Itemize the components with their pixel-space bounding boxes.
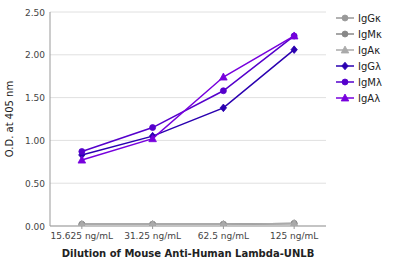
data-point (149, 220, 157, 226)
data-point (150, 221, 156, 226)
grid-line (50, 140, 326, 141)
y-axis (50, 12, 51, 226)
legend-label: IgAλ (358, 93, 380, 104)
x-tick-label: 15.625 ng/mL (51, 231, 114, 241)
data-point (79, 221, 85, 226)
series-line (82, 223, 294, 225)
y-tick-label: 1.50 (25, 93, 45, 103)
x-tick-label: 125 ng/mL (270, 231, 318, 241)
y-tick-label: 0.50 (25, 179, 45, 189)
legend-label: IgMκ (358, 29, 382, 40)
x-axis (50, 226, 326, 227)
x-tick-label: 31.25 ng/mL (124, 231, 181, 241)
data-point (79, 221, 85, 226)
grid-line (50, 97, 326, 98)
grid-line (50, 226, 326, 227)
x-axis-label: Dilution of Mouse Anti-Human Lambda-UNLB (62, 248, 315, 259)
data-point (150, 221, 156, 226)
data-point (220, 221, 226, 226)
plot-area (78, 32, 298, 226)
legend-label: IgGλ (358, 61, 381, 72)
legend-marker (342, 15, 348, 21)
data-point (149, 135, 157, 142)
legend-marker (341, 46, 349, 53)
x-tick (152, 226, 153, 229)
data-point (220, 88, 226, 94)
data-point (291, 33, 297, 39)
data-point (78, 156, 86, 163)
grid-line (50, 54, 326, 55)
data-point (290, 32, 298, 39)
grid-line (50, 12, 326, 13)
y-tick-label: 1.00 (25, 136, 45, 146)
data-point (150, 125, 156, 131)
y-tick-label: 2.00 (25, 50, 45, 60)
y-axis-label: O.D. at 405 nm (4, 81, 15, 157)
y-tick-label: 0.00 (25, 222, 45, 232)
legend-label: IgGκ (358, 13, 381, 24)
series-line (82, 223, 294, 225)
y-tick-label: 2.50 (25, 8, 45, 18)
data-point (220, 220, 228, 226)
chart: 0.00 0.50 1.00 1.50 2.00 2.50 15.625 ng/mL 31.2… (0, 0, 400, 268)
data-point (78, 220, 86, 226)
data-point (291, 46, 297, 54)
legend-marker (341, 94, 349, 101)
legend-marker (342, 62, 348, 70)
series-line (82, 36, 294, 160)
data-point (220, 104, 226, 112)
x-tick-label: 62.5 ng/mL (198, 231, 249, 241)
data-point (291, 220, 297, 226)
data-point (79, 149, 85, 155)
series-line (82, 36, 294, 152)
legend-marker (342, 31, 348, 37)
x-tick (223, 226, 224, 229)
data-point (220, 221, 226, 226)
legend-label: IgAκ (358, 45, 380, 56)
series-line (82, 223, 294, 225)
x-tick (294, 226, 295, 229)
data-point (220, 73, 228, 80)
data-point (291, 220, 297, 226)
legend: IgGκ IgMκ IgAκ IgGλ IgMλ IgAλ (336, 13, 382, 104)
legend-label: IgMλ (358, 77, 382, 88)
data-point (290, 219, 298, 226)
x-tick (81, 226, 82, 229)
series-line (82, 50, 294, 155)
grid-line (50, 183, 326, 184)
legend-marker (342, 79, 348, 85)
